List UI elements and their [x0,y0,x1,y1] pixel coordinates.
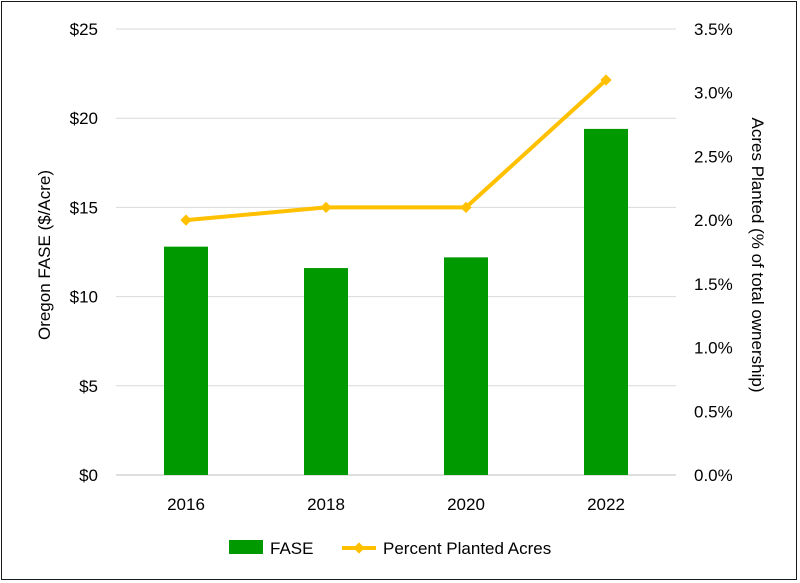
right-tick-label: 3.5% [694,20,733,39]
left-tick-label: $15 [70,198,98,217]
right-tick-label: 2.5% [694,147,733,166]
legend: FASE Percent Planted Acres [229,539,551,558]
legend-planted-label: Percent Planted Acres [383,539,551,558]
legend-fase-label: FASE [270,539,313,558]
left-tick-label: $10 [70,288,98,307]
right-axis-title: Acres Planted (% of total ownership) [748,118,767,393]
bar-fase-2016 [164,246,208,475]
point-percent-planted-2018 [320,201,332,214]
right-axis-ticks: 0.0% 0.5% 1.0% 1.5% 2.0% 2.5% 3.0% 3.5% [694,20,733,485]
x-tick-label: 2022 [587,495,625,514]
left-tick-label: $0 [79,466,98,485]
left-tick-label: $20 [70,109,98,128]
x-tick-label: 2016 [167,495,205,514]
right-tick-label: 3.0% [694,84,733,103]
gridlines [116,28,676,476]
left-axis-title: Oregon FASE ($/Acre) [35,170,54,340]
legend-fase-swatch [229,540,263,554]
right-tick-label: 0.5% [694,402,733,421]
left-tick-label: $25 [70,20,98,39]
point-percent-planted-2020 [460,201,472,214]
bar-series [164,128,628,476]
right-tick-label: 1.0% [694,339,733,358]
right-tick-label: 2.0% [694,211,733,230]
left-tick-label: $5 [79,377,98,396]
point-percent-planted-2016 [180,214,192,226]
bar-fase-2018 [304,268,348,475]
bar-fase-2020 [444,257,488,475]
legend-planted-marker [353,542,365,554]
x-axis-ticks: 2016 2018 2020 2022 [167,495,625,514]
right-tick-label: 0.0% [694,466,733,485]
left-axis-ticks: $0 $5 $10 $15 $20 $25 [70,20,98,485]
x-tick-label: 2020 [447,495,485,514]
right-tick-label: 1.5% [694,275,733,294]
bar-fase-2022 [584,128,628,476]
line-percent-planted [185,78,608,223]
x-tick-label: 2018 [307,495,345,514]
line-series [180,74,612,226]
